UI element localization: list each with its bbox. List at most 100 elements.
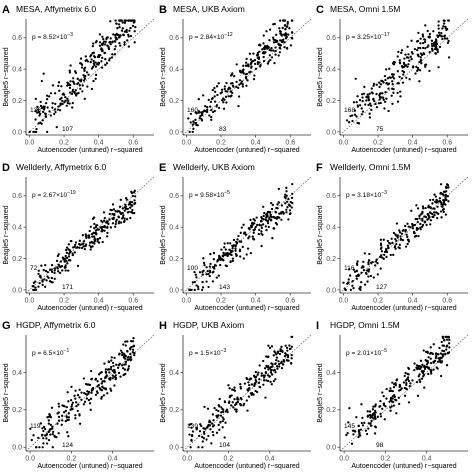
data-point bbox=[108, 218, 111, 221]
data-point bbox=[45, 98, 49, 101]
data-point bbox=[129, 356, 133, 359]
data-point bbox=[369, 416, 372, 419]
x-tick-label: 0.0 bbox=[339, 456, 349, 463]
data-point bbox=[89, 248, 92, 251]
data-point bbox=[363, 252, 366, 255]
data-point bbox=[80, 62, 83, 65]
data-point bbox=[94, 393, 98, 396]
data-point bbox=[124, 360, 128, 364]
count-below-diagonal: 83 bbox=[219, 126, 227, 133]
data-point bbox=[274, 46, 277, 49]
data-point bbox=[227, 384, 230, 387]
data-point bbox=[101, 35, 104, 38]
data-point bbox=[396, 82, 399, 85]
data-point bbox=[97, 228, 100, 231]
data-point bbox=[370, 87, 373, 90]
data-point bbox=[72, 77, 75, 80]
data-point bbox=[409, 382, 412, 385]
data-point bbox=[51, 430, 55, 434]
data-point bbox=[123, 363, 126, 366]
data-point bbox=[251, 221, 254, 225]
data-point bbox=[406, 235, 409, 239]
data-point bbox=[438, 197, 442, 200]
data-point bbox=[350, 442, 354, 445]
data-point bbox=[39, 274, 42, 278]
data-point bbox=[291, 31, 294, 34]
data-point bbox=[367, 262, 370, 266]
data-point bbox=[250, 66, 253, 69]
data-point bbox=[102, 394, 106, 397]
data-point bbox=[193, 280, 197, 284]
data-point bbox=[375, 83, 378, 86]
data-point bbox=[360, 271, 363, 274]
data-point bbox=[42, 72, 45, 75]
data-point bbox=[442, 19, 445, 22]
data-point bbox=[207, 272, 210, 276]
data-point bbox=[284, 344, 287, 347]
data-point bbox=[237, 104, 240, 108]
data-point bbox=[191, 430, 195, 433]
data-point bbox=[432, 368, 435, 371]
data-point bbox=[37, 272, 40, 276]
data-point bbox=[76, 77, 79, 80]
data-point bbox=[442, 194, 445, 197]
points bbox=[187, 19, 294, 134]
data-point bbox=[347, 281, 350, 284]
count-below-diagonal: 171 bbox=[62, 284, 73, 291]
data-point bbox=[278, 51, 281, 54]
data-point bbox=[290, 19, 294, 22]
data-point bbox=[364, 429, 368, 432]
data-point bbox=[250, 226, 253, 229]
data-point bbox=[415, 65, 418, 69]
data-point bbox=[245, 399, 248, 402]
data-point bbox=[117, 216, 121, 219]
data-point bbox=[269, 380, 272, 384]
data-point bbox=[263, 47, 266, 51]
data-point bbox=[73, 245, 76, 248]
data-point bbox=[41, 283, 44, 287]
x-tick-label: 0.0 bbox=[339, 298, 349, 305]
data-point bbox=[379, 415, 383, 418]
data-point bbox=[239, 231, 242, 234]
data-point bbox=[357, 429, 361, 432]
data-point bbox=[101, 380, 104, 383]
data-point bbox=[221, 407, 224, 411]
data-point bbox=[53, 108, 57, 111]
data-point bbox=[219, 92, 222, 95]
data-point bbox=[111, 212, 114, 216]
data-point bbox=[223, 87, 226, 91]
data-point bbox=[51, 427, 54, 430]
data-point bbox=[129, 26, 132, 30]
data-point bbox=[114, 34, 117, 37]
data-point bbox=[392, 231, 396, 235]
data-point bbox=[383, 74, 387, 78]
data-point bbox=[447, 186, 450, 189]
data-point bbox=[224, 421, 227, 424]
data-point bbox=[121, 211, 124, 215]
data-point bbox=[231, 401, 234, 404]
data-point bbox=[247, 237, 250, 240]
data-point bbox=[270, 345, 274, 348]
data-point bbox=[78, 388, 81, 391]
x-tick-label: 0.2 bbox=[224, 456, 234, 463]
data-point bbox=[61, 419, 64, 422]
data-point bbox=[189, 112, 193, 115]
data-point bbox=[373, 413, 376, 416]
data-point bbox=[389, 387, 392, 390]
data-point bbox=[400, 51, 403, 54]
data-point bbox=[111, 203, 115, 206]
data-point bbox=[46, 130, 49, 134]
data-point bbox=[368, 410, 372, 413]
data-point bbox=[407, 373, 410, 376]
data-point bbox=[91, 65, 95, 69]
data-point bbox=[100, 66, 104, 69]
panel-title: MESA, Omni 1.5M bbox=[330, 4, 400, 14]
data-point bbox=[41, 110, 45, 113]
data-point bbox=[420, 377, 424, 380]
data-point bbox=[82, 245, 85, 248]
data-point bbox=[197, 287, 200, 291]
data-point bbox=[201, 288, 204, 292]
data-point bbox=[404, 53, 407, 56]
data-point bbox=[417, 375, 420, 378]
data-point bbox=[397, 246, 400, 249]
